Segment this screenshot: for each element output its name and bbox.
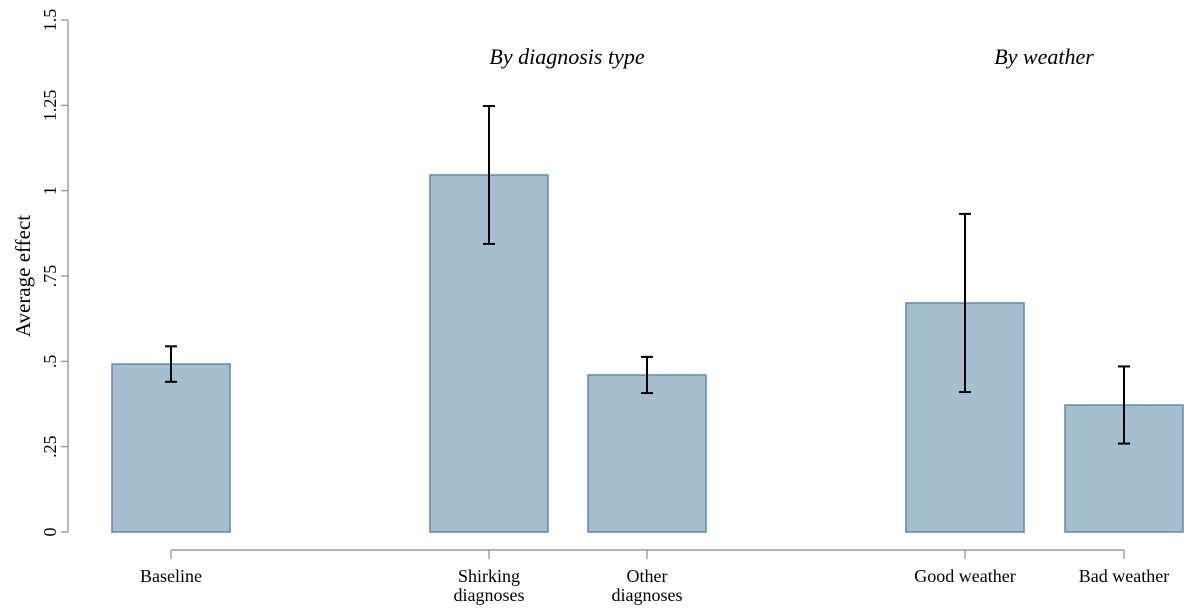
x-tick-label: Shirking diagnoses xyxy=(453,566,525,605)
bar xyxy=(111,363,231,533)
x-tick-label: Baseline xyxy=(140,566,202,586)
x-tick-label: Bad weather xyxy=(1078,566,1170,586)
y-tick-label: 1.25 xyxy=(40,90,60,122)
y-tick-label: 1.5 xyxy=(40,9,60,32)
y-tick-label: .5 xyxy=(40,355,60,369)
y-tick-label: .75 xyxy=(40,265,60,288)
x-tick-label: Good weather xyxy=(914,566,1016,586)
group-label: By diagnosis type xyxy=(489,44,644,69)
x-tick-label: Other diagnoses xyxy=(611,566,683,605)
bar xyxy=(587,374,707,533)
y-axis-label: Average effect xyxy=(11,215,35,337)
group-label: By weather xyxy=(994,44,1094,69)
y-tick-label: 0 xyxy=(40,528,60,537)
y-tick-label: 1 xyxy=(40,186,60,195)
y-tick-label: .25 xyxy=(40,435,60,458)
